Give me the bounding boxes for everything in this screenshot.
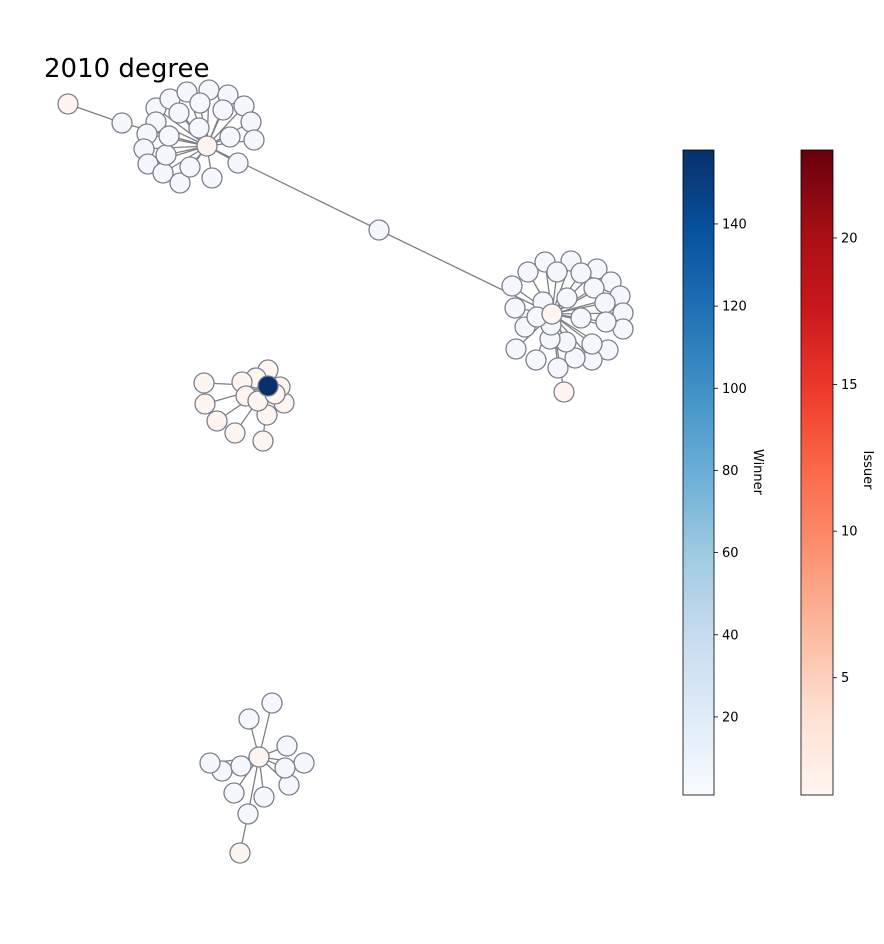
winner-tick-label: 120 (722, 300, 747, 315)
issuer-tick-label: 5 (841, 671, 849, 686)
graph-edge (378, 229, 553, 315)
issuer-tick-label: 10 (841, 525, 858, 540)
winner-node (595, 311, 617, 333)
winner-tick-label: 80 (722, 464, 739, 479)
winner-node (564, 347, 586, 369)
winner-node (594, 292, 616, 314)
winner-node (261, 692, 283, 714)
issuer-node (224, 422, 246, 444)
issuer-hub-node (541, 303, 563, 325)
issuer-tick-label: 20 (841, 231, 858, 246)
issuer-colorbar-label: Issuer (860, 451, 875, 491)
winner-hub-node (257, 375, 279, 397)
winner-colorbar-ticks: 20 40 60 80 100 120 140 (714, 217, 747, 725)
winner-node (240, 111, 262, 133)
issuer-node (252, 430, 274, 452)
issuer-node (194, 393, 216, 415)
winner-node (546, 261, 568, 283)
winner-node (504, 297, 526, 319)
winner-node (274, 757, 296, 779)
bridge-node (111, 112, 133, 134)
winner-node (581, 333, 603, 355)
winner-colorbar: 20 40 60 80 100 120 140 Winner (682, 149, 765, 796)
winner-node (525, 349, 547, 371)
winner-node (179, 156, 201, 178)
winner-node (501, 275, 523, 297)
winner-node (570, 307, 592, 329)
winner-node (188, 117, 210, 139)
pendant-issuer-node (57, 93, 79, 115)
winner-node (505, 338, 527, 360)
winner-tick-label: 20 (722, 710, 739, 725)
winner-node (230, 755, 252, 777)
winner-tick-label: 100 (722, 382, 747, 397)
issuer-node (206, 410, 228, 432)
issuer-node (193, 372, 215, 394)
winner-node (583, 277, 605, 299)
issuer-colorbar: 5 10 15 20 Issuer (800, 149, 875, 796)
winner-node (293, 752, 315, 774)
node-layer (57, 79, 634, 864)
winner-colorbar-label: Winner (750, 449, 765, 496)
figure-title: 2010 degree (44, 54, 210, 84)
winner-node (155, 144, 177, 166)
winner-colorbar-bar (682, 149, 715, 796)
winner-node (168, 102, 190, 124)
bridge-node (368, 219, 390, 241)
winner-tick-label: 40 (722, 628, 739, 643)
winner-node (189, 92, 211, 114)
winner-node (199, 752, 221, 774)
issuer-hub-node (248, 746, 270, 768)
issuer-colorbar-ticks: 5 10 15 20 (833, 231, 858, 686)
winner-node (253, 786, 275, 808)
winner-node (237, 803, 259, 825)
winner-node (570, 262, 592, 284)
winner-node (201, 167, 223, 189)
pendant-issuer-node (229, 842, 251, 864)
winner-node (547, 357, 569, 379)
winner-node (243, 129, 265, 151)
winner-node (238, 708, 260, 730)
winner-node (517, 261, 539, 283)
issuer-hub-node (196, 135, 218, 157)
winner-node (227, 152, 249, 174)
winner-node (219, 126, 241, 148)
winner-node (276, 735, 298, 757)
winner-node (212, 99, 234, 121)
winner-tick-label: 140 (722, 217, 747, 232)
issuer-tick-label: 15 (841, 378, 858, 393)
winner-node (169, 172, 191, 194)
winner-tick-label: 60 (722, 546, 739, 561)
winner-node (158, 125, 180, 147)
issuer-colorbar-bar (800, 149, 834, 796)
winner-node (556, 287, 578, 309)
pendant-issuer-node (553, 381, 575, 403)
edge-layer (67, 89, 624, 854)
winner-node (223, 782, 245, 804)
